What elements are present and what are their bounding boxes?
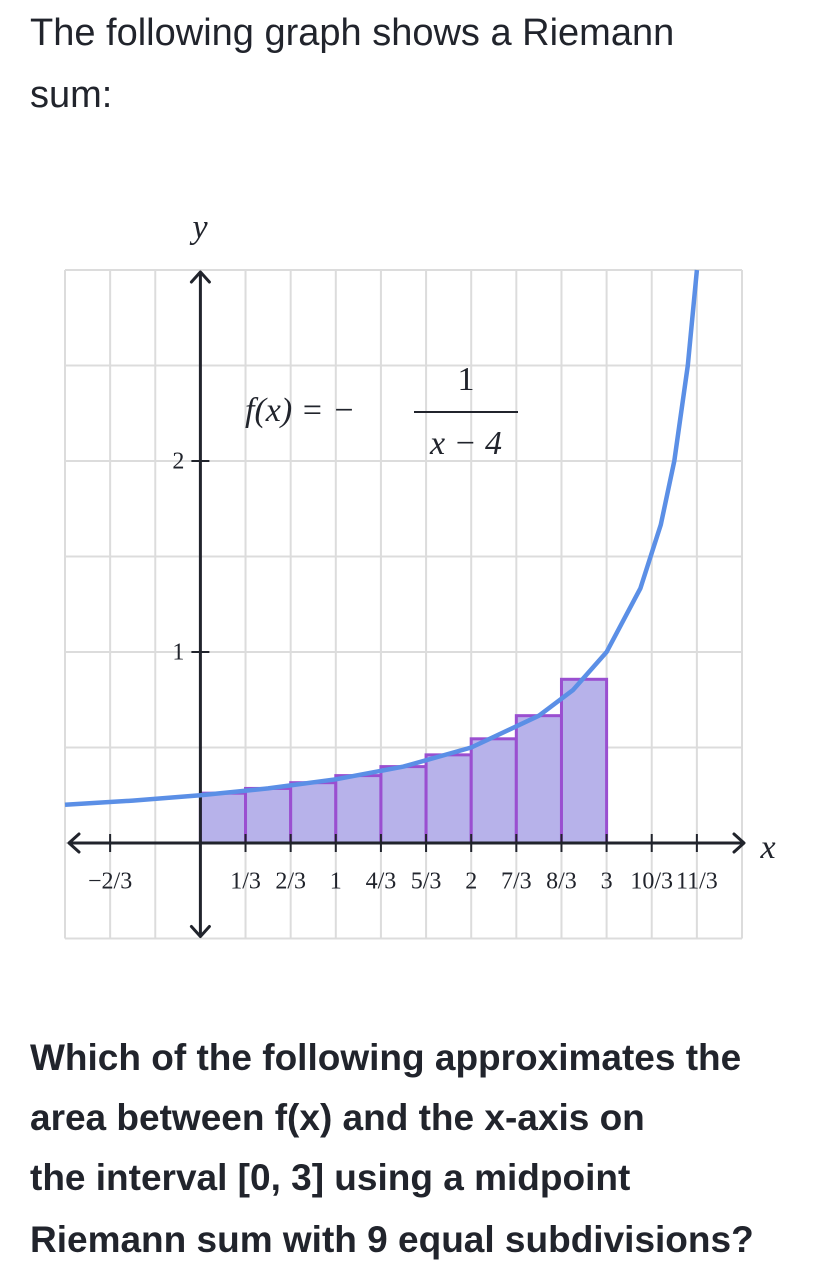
riemann-rect	[244, 786, 293, 845]
x-tick-label: 5/3	[411, 869, 442, 895]
riemann-rect	[334, 774, 383, 845]
formula-lhs: f(x) = −	[245, 392, 355, 429]
riemann-rect	[469, 737, 518, 845]
prompt: The following graph shows a Riemann	[30, 12, 674, 54]
y-tick-label: 1	[172, 640, 184, 666]
riemann-rect	[379, 765, 428, 845]
riemann-rect	[559, 677, 609, 845]
x-tick-label: 1	[330, 869, 342, 895]
y-axis-label: y	[189, 209, 208, 246]
x-tick-label: 11/3	[676, 869, 718, 895]
riemann-rect	[424, 753, 473, 845]
axis-arrow	[732, 832, 746, 854]
x-tick-label: 1/3	[230, 869, 261, 895]
x-axis-label: x	[759, 829, 775, 866]
axis-arrow	[189, 270, 211, 284]
x-tick-label: 8/3	[546, 869, 577, 895]
formula-lhs-text: f(x) = −	[245, 392, 355, 429]
axis-arrow	[189, 925, 211, 938]
prompt: sum:	[30, 74, 112, 116]
x-tick-label: 2/3	[275, 869, 306, 895]
riemann-rect	[198, 791, 248, 845]
function-curve	[64, 269, 700, 808]
formula-denominator: x − 4	[429, 425, 502, 462]
x-tick-label: 4/3	[366, 869, 397, 895]
x-tick-label: −2/3	[88, 869, 132, 895]
riemann-rect	[514, 714, 563, 845]
question: the interval [0, 3] using a midpoint	[30, 1157, 630, 1198]
plot: −2/3 1/3 2/3 1 4/3 5/3 2 7/3 8/3 3 10/3 11/3 1 2	[64, 269, 746, 938]
question: Which of the following approximates the	[30, 1037, 741, 1078]
y-tick-label: 2	[172, 449, 184, 475]
question: Riemann sum with 9 equal subdivisions?	[30, 1219, 754, 1260]
riemann-rect	[289, 781, 338, 845]
question: area between f(x) and the x-axis on	[30, 1097, 645, 1138]
x-tick-label: 7/3	[501, 869, 532, 895]
x-tick-label: 3	[601, 869, 613, 895]
x-tick-label: 2	[465, 869, 477, 895]
axis-arrow	[67, 832, 81, 854]
x-tick-label: 10/3	[630, 869, 673, 895]
formula-numerator: 1	[458, 361, 475, 398]
